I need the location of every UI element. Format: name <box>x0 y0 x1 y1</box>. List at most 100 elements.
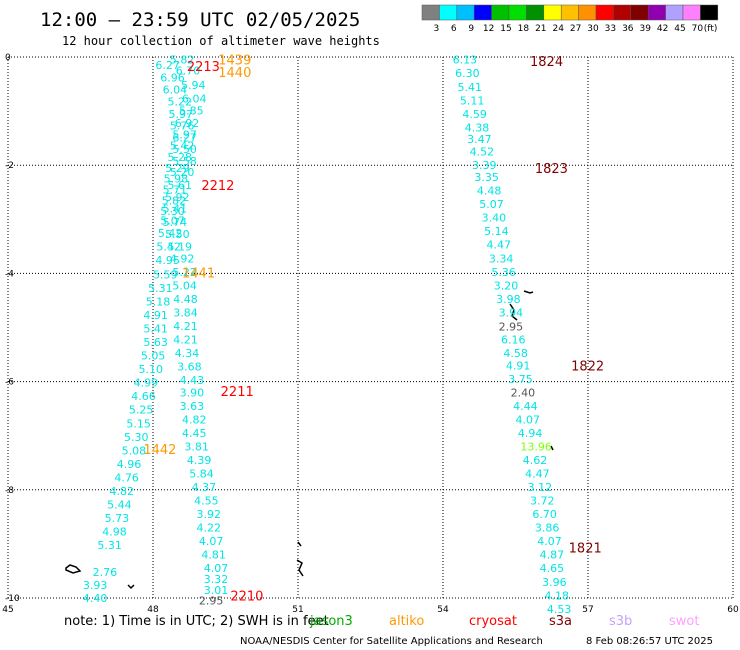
colorbar-swatch <box>665 4 684 21</box>
colorbar-label: 45 <box>674 24 685 34</box>
wave-height-point: 3.01 <box>204 584 229 597</box>
colorbar-swatch <box>473 4 492 21</box>
wave-height-point: 4.21 <box>173 333 198 346</box>
wave-height-point: 4.47 <box>487 239 512 252</box>
wave-height-point: 4.48 <box>173 293 198 306</box>
y-tick-label: -10 <box>5 594 20 604</box>
time-label: 2211 <box>221 385 254 400</box>
wave-height-point: 5.14 <box>484 225 509 238</box>
wave-height-point: 5.84 <box>189 468 214 481</box>
colorbar-swatch <box>595 4 614 21</box>
wave-height-point: 3.86 <box>535 522 560 535</box>
wave-height-point: 5.41 <box>163 202 188 215</box>
wave-height-point: 5.50 <box>172 143 197 156</box>
colorbar-label: 6 <box>451 24 457 34</box>
land-outline-4 <box>509 290 534 321</box>
footer-note: note: 1) Time is in UTC; 2) SWH is in fe… <box>64 614 329 629</box>
colorbar-legend: 3 6 9 12 15 18 21 24 27 30 33 36 39 42 45 70 (ft) <box>421 4 719 34</box>
wave-height-point: 4.87 <box>540 549 565 562</box>
wave-height-point: 5.05 <box>141 350 166 363</box>
wave-height-point: 5.11 <box>460 94 485 107</box>
wave-height-point: 5.07 <box>160 214 185 227</box>
wave-height-point: 4.62 <box>523 454 548 467</box>
wave-height-point: 6.13 <box>453 54 478 67</box>
wave-height-point: 3.63 <box>180 400 205 413</box>
colorbar-label: 36 <box>622 24 634 34</box>
wave-height-point: 4.52 <box>470 146 495 159</box>
wave-height-point: 4.07 <box>204 562 229 575</box>
wave-height-point: 5.42 <box>156 240 181 253</box>
wave-height-point: 5.97 <box>172 128 197 141</box>
satellite-legend: jason3 altiko cryosat s3a s3b swot <box>309 614 699 629</box>
wave-height-point: 5.82 <box>162 194 187 207</box>
wave-height-point: 5.10 <box>139 363 164 376</box>
satellite-legend-s3b: s3b <box>609 614 632 629</box>
wave-height-point: 5.58 <box>172 155 197 168</box>
wave-height-point: 5.22 <box>172 266 197 279</box>
wave-height-point: 4.95 <box>155 254 180 267</box>
colorbar-swatch <box>700 4 719 21</box>
wave-height-point: 4.38 <box>465 121 490 134</box>
x-tick-label: 57 <box>582 605 593 615</box>
wave-height-point: 4.39 <box>187 454 212 467</box>
wave-height-point: 6.70 <box>532 508 557 521</box>
wave-height-point: 4.45 <box>182 427 207 440</box>
wave-height-point: 3.98 <box>496 293 520 306</box>
wave-height-point: 4.98 <box>102 525 127 538</box>
time-label: 1821 <box>569 542 602 557</box>
wave-height-point: 5.07 <box>479 198 504 211</box>
wave-height-point: 5.61 <box>168 179 193 192</box>
wave-height-point: 4.96 <box>117 458 142 471</box>
time-label: 2210 <box>230 589 263 604</box>
wave-height-point: 2.95 <box>199 595 224 608</box>
wave-height-point: 5.82 <box>170 54 195 67</box>
wave-height-point: 5.42 <box>158 227 183 240</box>
wave-height-point: 3.20 <box>494 279 519 292</box>
wave-height-point: 5.50 <box>165 228 190 241</box>
wave-height-point: 5.97 <box>168 108 193 121</box>
wave-height-point: 6.04 <box>163 83 188 96</box>
wave-height-point: 5.30 <box>160 205 185 218</box>
wave-height-point: 4.59 <box>462 108 487 121</box>
wave-height-point: 5.19 <box>168 240 193 253</box>
wave-height-point: 5.41 <box>458 81 483 94</box>
wave-height-point: 3.12 <box>528 481 553 494</box>
wave-height-point: 4.44 <box>513 400 538 413</box>
time-label: 1439 <box>218 54 251 69</box>
wave-height-point: 13.96 <box>520 441 552 454</box>
wave-height-point: 4.53 <box>547 603 572 616</box>
wave-height-point: 5.29 <box>165 162 190 175</box>
wave-height-point: 4.94 <box>518 427 543 440</box>
wave-height-point: 4.40 <box>83 592 108 605</box>
y-tick-label: -2 <box>5 161 14 171</box>
time-label: 2212 <box>201 179 234 194</box>
axis-ticks: 45 48 51 54 57 60 0 -2 -4 -6 -8 -10 <box>2 53 739 615</box>
colorbar-swatch <box>421 4 440 21</box>
wave-height-point: 5.31 <box>97 539 122 552</box>
colorbar-swatch <box>578 4 597 21</box>
satellite-tracks <box>65 290 554 590</box>
wave-height-point: 5.59 <box>153 268 178 281</box>
wave-height-point: 5.98 <box>164 173 189 186</box>
colorbar-label: 24 <box>552 24 564 34</box>
colorbar-swatch <box>682 4 701 21</box>
time-label: 1442 <box>143 443 176 458</box>
footer-timestamp: 8 Feb 08:26:57 UTC 2025 <box>586 636 713 647</box>
colorbar-label: 3 <box>434 24 440 34</box>
chart-title: 12:00 – 23:59 UTC 02/05/2025 <box>40 9 360 31</box>
wave-height-point: 3.47 <box>467 133 492 146</box>
wave-height-point: 6.70 <box>176 65 201 78</box>
wave-height-point: 4.18 <box>545 589 570 602</box>
x-tick-label: 45 <box>2 605 13 615</box>
wave-height-point: 5.92 <box>165 191 190 204</box>
chart-subtitle: 12 hour collection of altimeter wave hei… <box>62 34 380 48</box>
y-tick-label: -6 <box>5 378 14 388</box>
colorbar-swatch <box>439 4 458 21</box>
wave-height-point: 2.76 <box>93 566 118 579</box>
wave-height-point: 4.21 <box>173 320 198 333</box>
colorbar-label: 39 <box>639 24 651 34</box>
wave-height-point: 2.95 <box>499 320 524 333</box>
wave-height-point: 5.30 <box>124 431 149 444</box>
wave-height-point: 3.90 <box>180 386 205 399</box>
